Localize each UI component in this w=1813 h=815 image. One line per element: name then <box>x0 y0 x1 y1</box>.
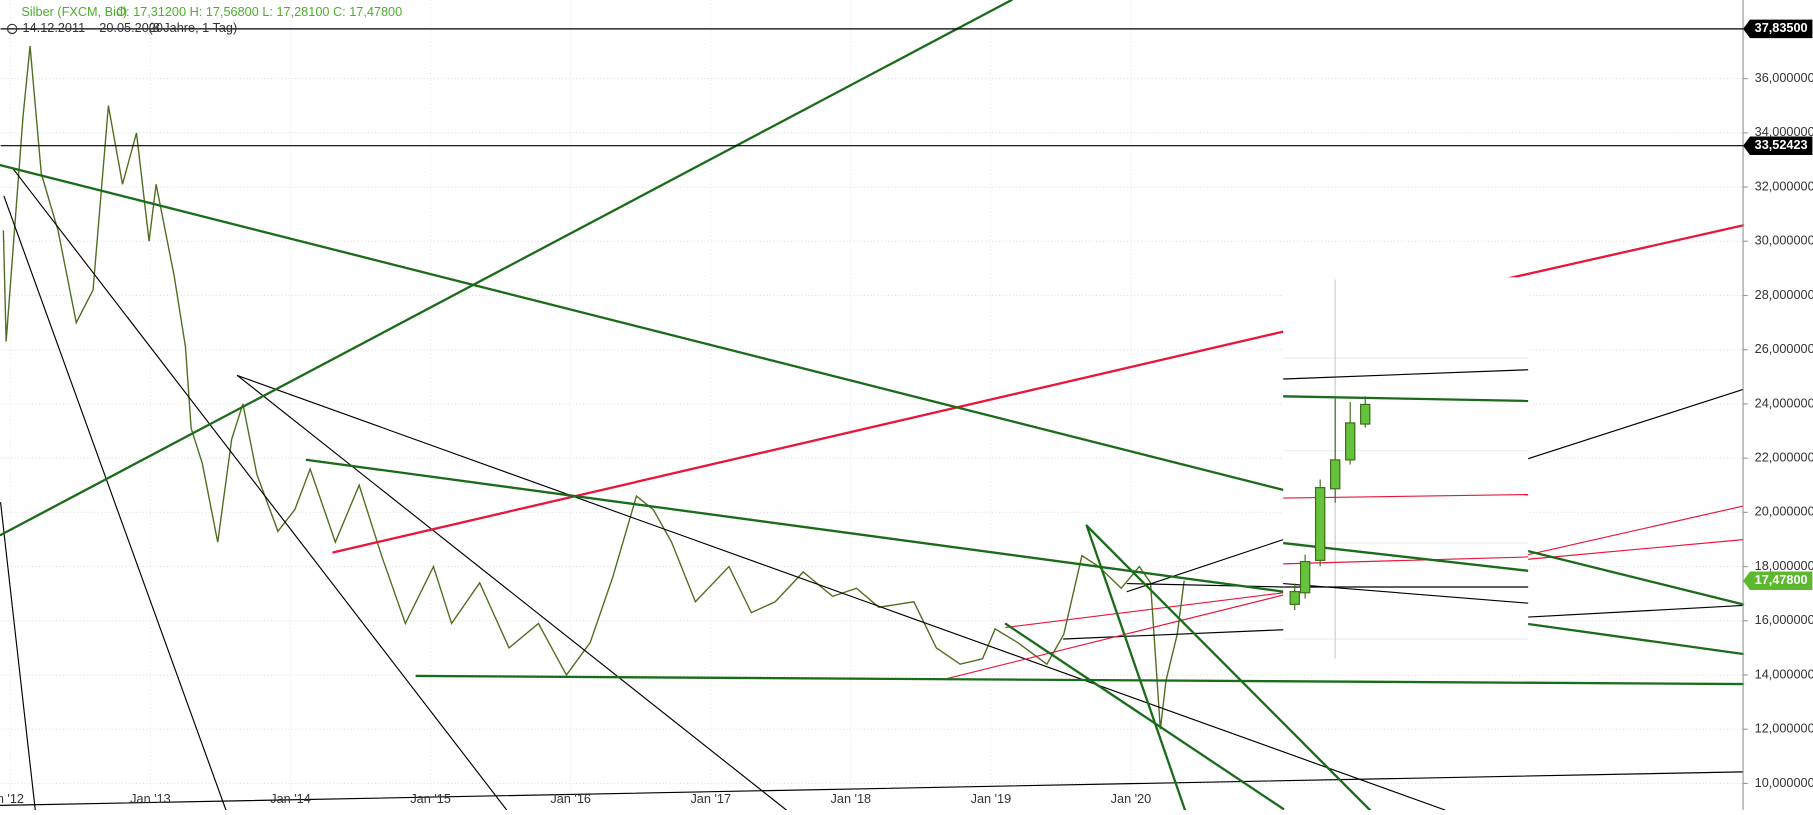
grid <box>0 0 1744 794</box>
trend-line <box>1501 224 1745 281</box>
y-tick-label: 16,000000 <box>1755 612 1813 627</box>
trend-line <box>1085 524 1372 812</box>
x-tick-label: Jan '19 <box>971 791 1012 806</box>
x-tick-label: n '12 <box>0 791 24 806</box>
red-lines <box>332 224 1745 679</box>
trend-line <box>11 166 508 811</box>
trend-line <box>1527 505 1744 556</box>
inset-background <box>1283 277 1529 659</box>
y-tick-label: 24,000000 <box>1755 395 1813 410</box>
trend-line <box>0 502 36 811</box>
trend-line <box>947 594 1284 679</box>
trend-line <box>332 330 1285 554</box>
price-marker-label: 33,52423 <box>1755 137 1808 152</box>
axes: 10,000000 12,000000 14,000000 16,000000 18,0… <box>0 19 1813 806</box>
ohlc: O: 17,31200 H: 17,56800 L: 17,28100 C: 1… <box>116 4 402 19</box>
trend-line <box>415 674 1745 686</box>
y-tick-label: 22,000000 <box>1755 449 1813 464</box>
trend-line <box>236 374 1446 811</box>
header: Silber (FXCM, Bid) O: 17,31200 H: 17,568… <box>6 4 402 35</box>
trend-line <box>3 195 227 811</box>
black-lines <box>0 166 1744 811</box>
price-line <box>2 46 1185 730</box>
trend-line <box>1085 524 1187 812</box>
green-lines <box>0 0 1745 812</box>
price-marker <box>1743 19 1813 39</box>
trend-line <box>1126 539 1284 593</box>
y-tick-label: 30,000000 <box>1755 233 1813 248</box>
y-tick-label: 20,000000 <box>1755 504 1813 519</box>
x-tick-label: Jan '14 <box>270 791 311 806</box>
candle <box>1314 487 1326 561</box>
y-tick-label: 26,000000 <box>1755 341 1813 356</box>
trend-line <box>1004 622 1285 810</box>
candle <box>1329 459 1341 490</box>
candle <box>1299 560 1311 594</box>
chart-title: Silber (FXCM, Bid) <box>21 4 127 19</box>
y-tick-label: 36,000000 <box>1755 70 1813 85</box>
trend-line <box>0 0 1013 537</box>
trend-line <box>1283 556 1529 565</box>
trend-line <box>0 771 1744 806</box>
price-marker <box>1743 571 1813 590</box>
candle <box>1345 422 1356 461</box>
candle <box>1360 403 1371 425</box>
x-tick-label: Jan '16 <box>550 791 591 806</box>
x-tick-label: Jan '18 <box>831 791 872 806</box>
period: (8 Jahre, 1 Tag) <box>148 20 237 35</box>
price-marker <box>1743 136 1813 155</box>
y-tick-label: 28,000000 <box>1755 287 1813 302</box>
trend-line <box>1063 629 1284 640</box>
trend-line <box>1527 388 1744 460</box>
trend-line <box>1283 395 1529 403</box>
trend-line <box>1527 604 1744 618</box>
trend-line <box>0 164 1285 492</box>
x-tick-label: Jan '17 <box>690 791 731 806</box>
trend-line <box>236 374 787 811</box>
trend-line <box>1283 369 1529 380</box>
trend-line <box>1527 539 1744 560</box>
price-series <box>2 46 1185 730</box>
trend-line <box>1526 622 1745 656</box>
x-tick-label: Jan '15 <box>410 791 451 806</box>
y-tick-label: 34,000000 <box>1755 124 1813 139</box>
zoom-inset <box>1283 277 1529 659</box>
trend-line <box>1005 592 1284 629</box>
y-tick-label: 10,000000 <box>1755 775 1813 790</box>
y-tick-label: 12,000000 <box>1755 721 1813 736</box>
price-marker-label: 37,83500 <box>1755 20 1808 35</box>
candle <box>1289 591 1300 605</box>
y-tick-label: 14,000000 <box>1755 666 1813 681</box>
trend-lines <box>0 0 1745 812</box>
y-tick-label: 18,000000 <box>1755 558 1813 573</box>
price-marker-label: 17,47800 <box>1755 572 1808 587</box>
y-tick-label: 32,000000 <box>1755 178 1813 193</box>
trend-line <box>1126 582 1284 588</box>
x-tick-label: Jan '13 <box>130 791 171 806</box>
inset-candles <box>1289 396 1371 611</box>
x-tick-label: Jan '20 <box>1111 791 1152 806</box>
clock-icon <box>6 23 18 35</box>
trend-line <box>1526 550 1745 606</box>
date-range: 14.12.2011 – 20.05.2020 <box>23 20 163 35</box>
trend-line <box>305 458 1285 593</box>
